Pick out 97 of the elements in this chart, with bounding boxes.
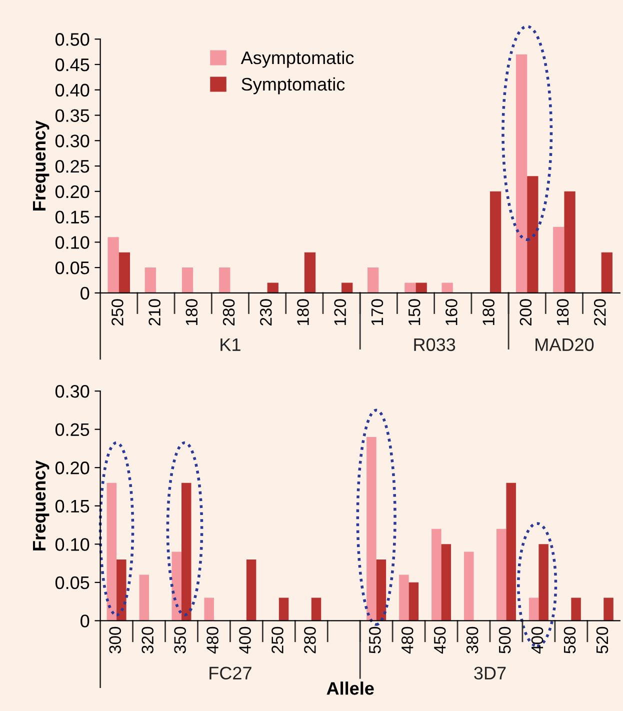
bar (108, 237, 119, 293)
y-tick-label: 0.10 (55, 538, 90, 551)
bar (432, 528, 442, 621)
y-tick-label: 0.30 (55, 134, 90, 148)
x-tick-label: 500 (498, 626, 511, 654)
y-axis-title: Frequency (33, 460, 50, 550)
x-tick-label: 280 (304, 626, 316, 654)
bar (181, 482, 192, 621)
y-tick-label: 0.45 (55, 58, 90, 72)
y-tick-label: 0.40 (55, 84, 90, 97)
bar (366, 436, 376, 621)
bar (506, 482, 516, 621)
y-tick-label: 0 (80, 614, 90, 628)
x-tick-label: 350 (174, 626, 186, 654)
y-tick-label: 0.30 (55, 384, 90, 398)
bar (442, 282, 453, 293)
x-tick-label: 200 (520, 299, 532, 326)
text: 3D7 (474, 666, 506, 680)
text: FC27 (210, 666, 252, 680)
x-tick-label: 400 (531, 626, 544, 654)
bar (311, 598, 322, 621)
text: R033 (414, 338, 456, 352)
y-tick-label: 0.15 (55, 500, 90, 513)
y-tick-label: 0.05 (55, 576, 90, 590)
bar (116, 559, 126, 621)
bar (416, 282, 427, 293)
bar (342, 282, 353, 293)
bar (553, 226, 564, 293)
bar (139, 574, 150, 621)
y-tick-label: 0.50 (55, 33, 90, 46)
y-tick-label: 0.20 (55, 462, 90, 474)
x-tick-label: 480 (401, 626, 414, 654)
x-tick-label: 170 (371, 299, 384, 326)
bar (496, 528, 506, 621)
bar (376, 559, 386, 621)
y-tick-label: 0.05 (55, 261, 90, 274)
y-tick-label: 0.25 (55, 423, 90, 436)
x-tick-label: 300 (109, 626, 122, 654)
x-tick-label: 280 (222, 299, 235, 326)
bar (464, 552, 474, 621)
x-axis-title: Allele (326, 682, 374, 695)
x-tick-label: 210 (148, 299, 160, 326)
x-tick-label: 120 (334, 299, 346, 326)
bar (538, 544, 548, 621)
bar (527, 176, 538, 293)
y-tick-label: 0.10 (55, 236, 90, 249)
x-tick-label: 450 (434, 626, 446, 654)
y-tick-label: 0.15 (55, 210, 90, 224)
x-tick-label: 230 (260, 299, 272, 326)
x-tick-label: 380 (466, 626, 478, 654)
text: MAD20 (536, 338, 594, 352)
bar (601, 252, 612, 293)
x-tick-label: 220 (594, 299, 606, 326)
bar (490, 191, 502, 293)
text: K1 (220, 338, 240, 351)
legend-label: Asymptomatic (240, 50, 354, 68)
x-tick-label: 250 (112, 299, 124, 326)
bar (106, 482, 117, 621)
x-tick-label: 320 (142, 626, 154, 654)
x-tick-label: 180 (297, 299, 309, 326)
x-tick-label: 250 (272, 626, 284, 654)
bar (404, 282, 416, 293)
bar (528, 598, 539, 621)
x-tick-label: 150 (408, 299, 420, 326)
bar (368, 268, 379, 293)
y-tick-label: 0 (80, 286, 90, 300)
legend-label: Symptomatic (242, 77, 345, 94)
bar (564, 191, 576, 293)
x-tick-label: 550 (369, 626, 381, 654)
bar (246, 559, 256, 621)
bar (571, 598, 581, 621)
bar (408, 582, 419, 621)
bar (278, 598, 289, 621)
x-tick-label: 180 (186, 299, 198, 326)
bar (144, 268, 156, 293)
bar (204, 598, 214, 621)
y-tick-label: 0.20 (55, 185, 90, 198)
x-tick-label: 580 (564, 626, 576, 654)
x-tick-label: 180 (482, 299, 494, 326)
x-tick-label: 400 (239, 626, 251, 654)
x-tick-label: 180 (556, 299, 569, 326)
bar (516, 54, 528, 293)
x-tick-label: 480 (206, 626, 218, 654)
bar (304, 252, 316, 293)
bar (399, 574, 409, 621)
bar (182, 268, 194, 293)
y-axis-title: Frequency (33, 120, 50, 210)
y-tick-label: 0.35 (55, 109, 90, 122)
x-tick-label: 160 (446, 299, 458, 326)
bar (604, 598, 614, 621)
bar (267, 282, 278, 293)
x-tick-label: 520 (596, 626, 608, 654)
y-tick-label: 0.25 (55, 160, 90, 173)
bar (172, 552, 182, 621)
bar (118, 252, 130, 293)
bar (441, 544, 452, 621)
bar (219, 268, 230, 293)
